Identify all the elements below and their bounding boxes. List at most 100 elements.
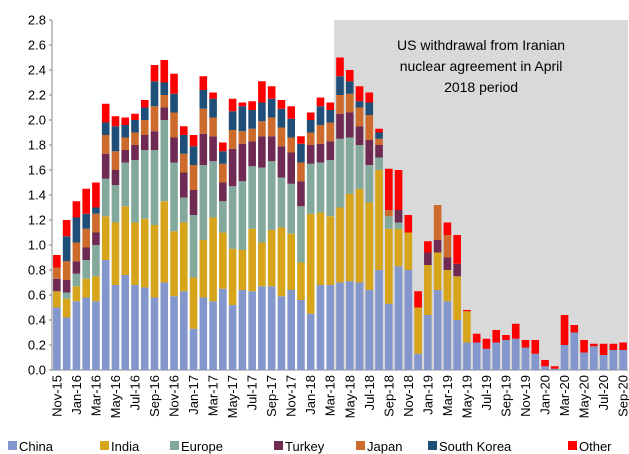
- bar-segment: [170, 93, 178, 113]
- bar-segment: [316, 285, 325, 370]
- bar-segment: [414, 291, 422, 308]
- bar-segment: [521, 340, 530, 348]
- bar-segment: [238, 181, 247, 250]
- bar-segment: [463, 310, 471, 312]
- legend-label: Japan: [367, 439, 402, 454]
- bar-segment: [238, 250, 247, 290]
- bar-segment: [53, 307, 61, 370]
- bar-segment: [453, 235, 461, 264]
- bar-segment: [111, 116, 120, 127]
- bar-segment: [502, 340, 510, 370]
- bar-segment: [160, 201, 169, 283]
- bar-segment: [179, 222, 188, 292]
- bar-segment: [355, 282, 364, 370]
- legend-label: Other: [579, 439, 612, 454]
- bar-segment: [297, 181, 305, 207]
- bar-segment: [424, 252, 432, 265]
- bar-segment: [179, 135, 188, 154]
- bar-segment: [267, 286, 276, 370]
- bar-segment: [82, 213, 90, 229]
- bar-segment: [62, 280, 71, 293]
- bar-segment: [277, 146, 286, 178]
- bar-segment: [101, 178, 110, 217]
- y-tick-label: 0.8: [28, 263, 46, 278]
- bar-segment: [277, 100, 286, 109]
- bar-segment: [316, 125, 325, 144]
- x-tick-label: May-20: [577, 375, 592, 418]
- bar-segment: [541, 360, 549, 367]
- bar-segment: [287, 233, 295, 290]
- legend-swatch: [274, 441, 283, 450]
- bar-segment: [82, 188, 90, 214]
- bar-segment: [160, 120, 169, 202]
- bar-segment: [248, 166, 256, 229]
- x-tick-label: Mar-20: [557, 375, 572, 416]
- y-tick-label: 0.6: [28, 288, 46, 303]
- bar-segment: [277, 108, 286, 128]
- bar-segment: [375, 157, 383, 170]
- x-tick-label: Mar-16: [88, 375, 103, 416]
- y-tick-label: 0.0: [28, 363, 46, 378]
- bar-segment: [463, 342, 471, 370]
- bar-segment: [541, 366, 549, 370]
- bar-segment: [345, 193, 354, 282]
- bar-segment: [238, 131, 247, 144]
- bar-segment: [150, 297, 159, 370]
- y-tick-label: 2.8: [28, 13, 46, 28]
- legend-label: India: [111, 439, 140, 454]
- bar-segment: [160, 60, 169, 83]
- bar-segment: [433, 252, 442, 290]
- bar-segment: [82, 247, 90, 260]
- bar-segment: [62, 292, 71, 299]
- y-tick-label: 0.4: [28, 313, 46, 328]
- bar-segment: [92, 301, 100, 370]
- bar-segment: [599, 343, 608, 355]
- bar-segment: [131, 113, 139, 120]
- bar-segment: [570, 332, 579, 370]
- bar-segment: [258, 121, 266, 137]
- bar-segment: [228, 148, 237, 187]
- bar-segment: [570, 325, 579, 333]
- bar-segment: [355, 107, 364, 127]
- bar-segment: [326, 141, 335, 160]
- bar-segment: [297, 300, 305, 370]
- bar-segment: [424, 315, 432, 370]
- bar-segment: [609, 343, 618, 350]
- bar-segment: [453, 320, 461, 370]
- bar-segment: [189, 135, 198, 147]
- bar-segment: [199, 133, 208, 165]
- bar-segment: [306, 313, 315, 370]
- bar-segment: [580, 340, 588, 353]
- bar-segment: [453, 276, 461, 320]
- bar-segment: [111, 285, 120, 370]
- bar-segment: [131, 145, 139, 160]
- bar-segment: [258, 81, 266, 103]
- x-tick-label: Jan-18: [303, 375, 318, 415]
- bar-segment: [72, 261, 81, 274]
- y-tick-label: 0.2: [28, 338, 46, 353]
- bar-segment: [287, 106, 295, 119]
- bar-segment: [258, 286, 266, 370]
- bar-segment: [267, 98, 276, 118]
- bar-segment: [228, 111, 237, 130]
- bar-segment: [267, 161, 276, 230]
- bar-segment: [385, 168, 393, 210]
- bar-segment: [199, 76, 208, 90]
- bar-segment: [53, 267, 61, 279]
- bar-segment: [140, 135, 149, 150]
- bar-segment: [297, 136, 305, 144]
- bar-segment: [150, 225, 159, 298]
- bar-segment: [111, 170, 120, 185]
- bar-segment: [531, 353, 540, 370]
- bar-segment: [424, 265, 432, 315]
- bar-segment: [111, 185, 120, 223]
- bar-segment: [72, 286, 81, 302]
- bar-segment: [62, 220, 71, 237]
- bar-segment: [179, 291, 188, 370]
- bar-segment: [375, 128, 383, 133]
- bar-segment: [72, 301, 81, 370]
- bar-segment: [609, 350, 618, 370]
- bar-segment: [140, 100, 149, 108]
- bar-segment: [170, 73, 178, 94]
